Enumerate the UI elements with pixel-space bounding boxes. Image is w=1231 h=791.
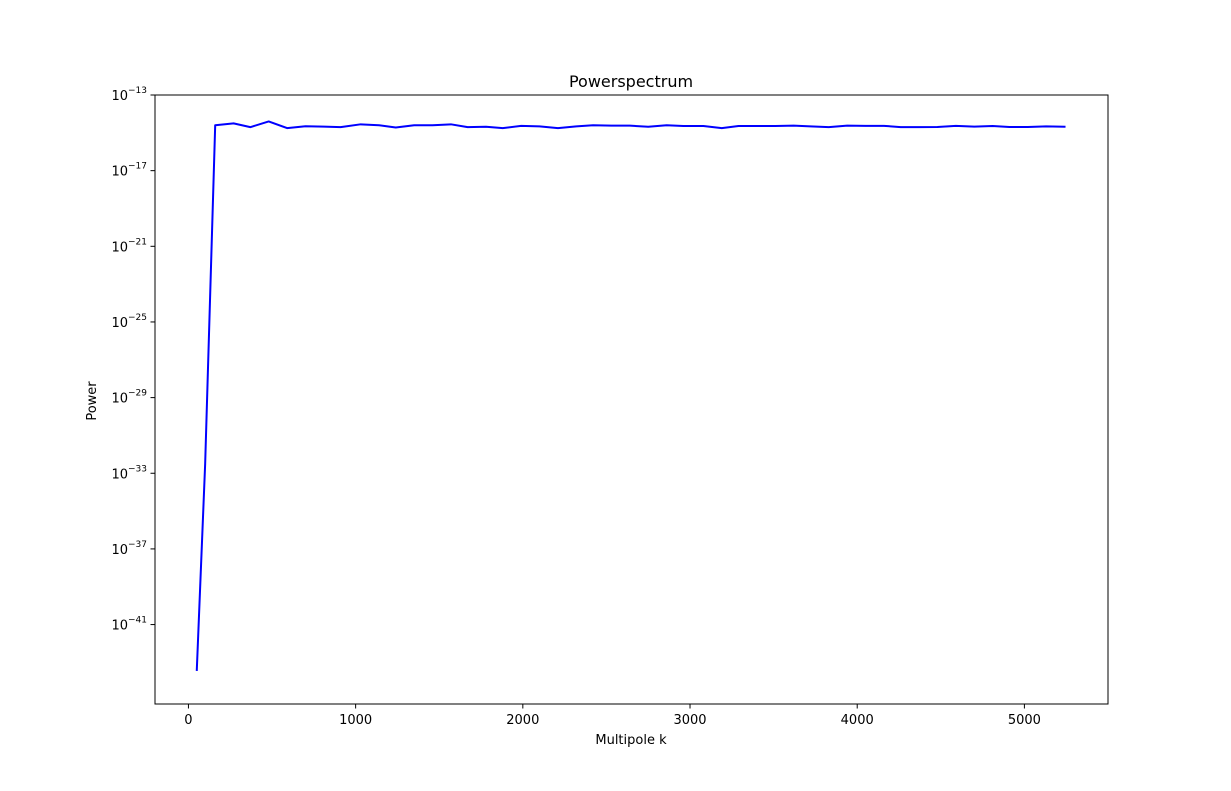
axes-frame [154, 94, 1109, 705]
x-tick-label: 2000 [506, 713, 539, 728]
x-tick-label: 5000 [1008, 713, 1041, 728]
plot-area: 0 1000 2000 3000 4000 500010−1310−1710−2110−2… [111, 86, 1109, 728]
x-axis-label: Multipole k [595, 733, 667, 748]
series-line-0 [195, 120, 1066, 671]
y-axis-label: Power [85, 381, 100, 421]
x-tick-label: 1000 [339, 713, 372, 728]
x-tick-label: 4000 [841, 713, 874, 728]
chart-title: Powerspectrum [569, 72, 693, 91]
x-tick-label: 3000 [673, 713, 706, 728]
x-tick-label: 0 [184, 713, 192, 728]
